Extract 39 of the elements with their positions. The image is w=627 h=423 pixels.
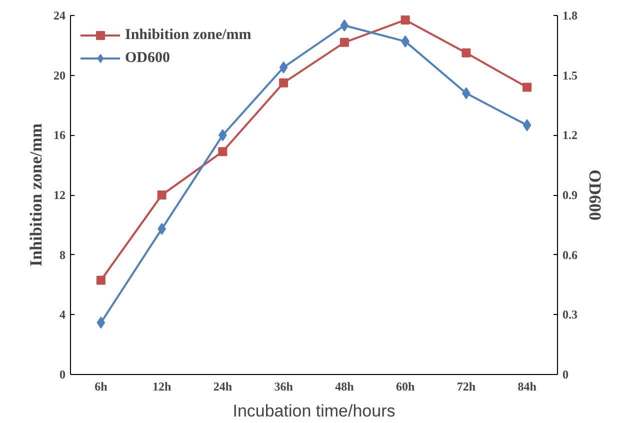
- point: [462, 48, 471, 58]
- y-tick-label: 8: [60, 248, 66, 262]
- x-tick-label: 84h: [518, 380, 537, 394]
- y-tick-label: 12: [54, 188, 66, 202]
- x-axis-title: Incubation time/hours: [232, 402, 396, 420]
- point: [279, 78, 288, 88]
- y2-axis-title: OD600: [586, 170, 604, 220]
- point: [522, 119, 532, 132]
- x-tick-label: 36h: [274, 380, 294, 394]
- y2-tick-label: 0.6: [562, 248, 578, 262]
- x-tick-label: 48h: [335, 380, 354, 394]
- point: [96, 316, 106, 329]
- y2-tick-label: 1.2: [562, 128, 578, 142]
- legend-label: Inhibition zone/mm: [125, 26, 252, 44]
- point: [96, 276, 106, 285]
- point: [157, 190, 166, 200]
- point: [218, 147, 228, 156]
- y2-tick-label: 1.8: [562, 8, 578, 22]
- y-axis-title: Inhibition zone/mm: [26, 123, 46, 267]
- x-tick-label: 6h: [94, 380, 108, 394]
- point: [340, 19, 349, 32]
- point: [522, 82, 532, 92]
- x-tick-label: 72h: [456, 380, 476, 394]
- y2-tick-label: 0.3: [562, 308, 578, 322]
- y-tick-label: 0: [60, 368, 66, 382]
- y2-tick-label: 0.9: [562, 188, 578, 202]
- legend-label: OD600: [125, 50, 170, 66]
- x-tick-label: 24h: [213, 380, 232, 394]
- y2-tick-label: 1.5: [562, 68, 578, 82]
- x-tick-label: 60h: [396, 380, 415, 394]
- y2-tick-label: 0: [562, 368, 568, 382]
- x-tick-label: 12h: [152, 380, 172, 394]
- y-tick-label: 20: [54, 68, 66, 82]
- point: [279, 61, 288, 74]
- y-tick-label: 24: [54, 8, 66, 22]
- point: [340, 38, 349, 47]
- y-tick-label: 4: [60, 308, 66, 322]
- y-tick-label: 16: [54, 128, 66, 142]
- point: [400, 16, 410, 24]
